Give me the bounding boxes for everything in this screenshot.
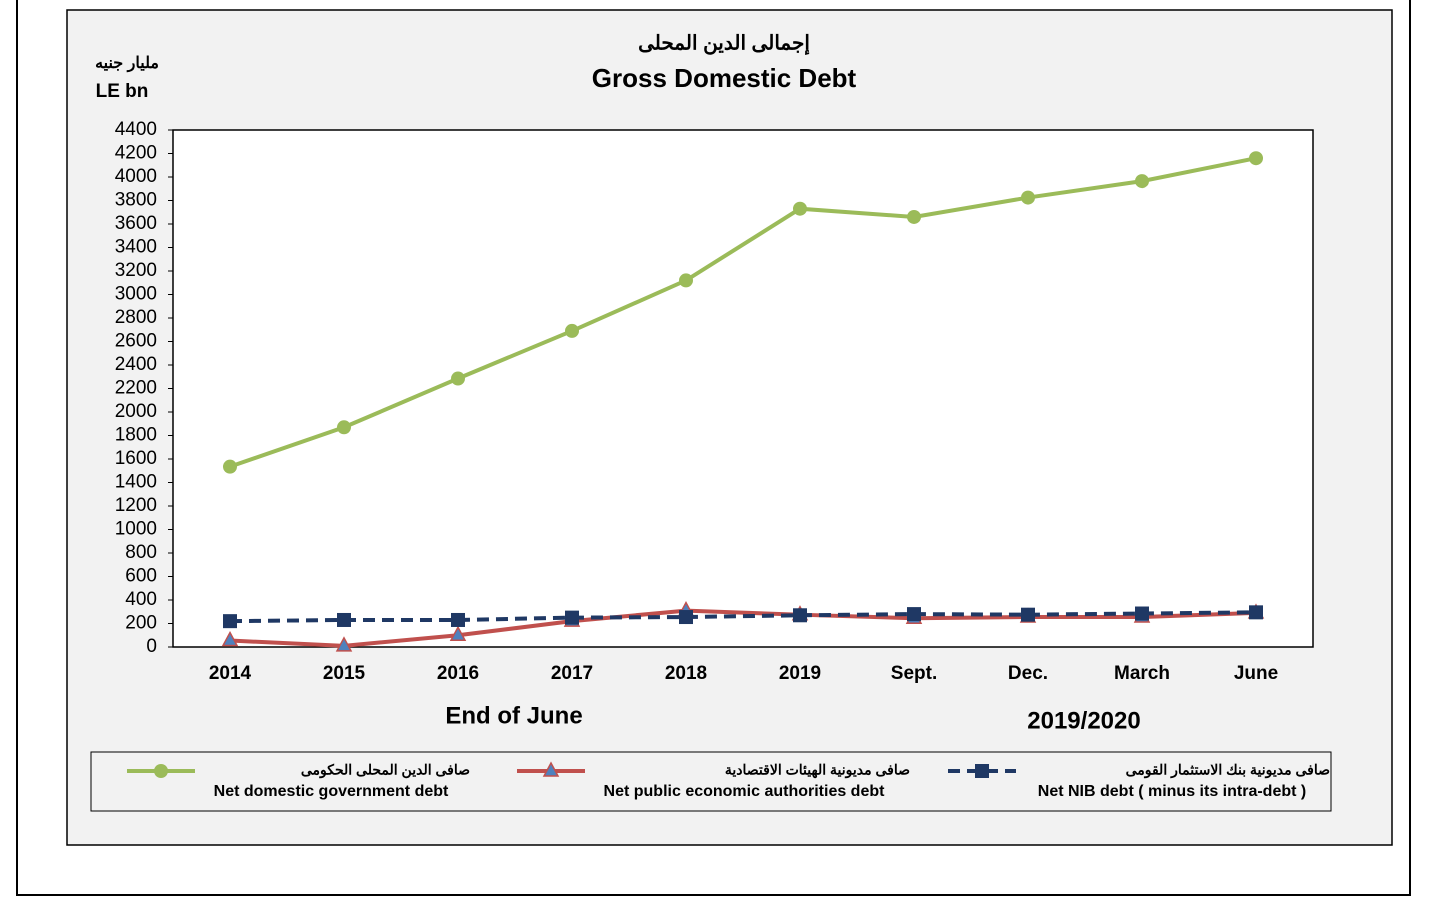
point [1249,605,1263,620]
plot-area [172,129,1314,648]
y-tick-label: 1000 [115,519,157,540]
legend-label: Net public economic authorities debt [604,783,886,800]
legend-label: صافى مديونية الهيئات الاقتصادية [725,762,910,779]
x-tick-label: Dec. [1008,663,1048,684]
x-tick-label: Sept. [891,663,937,684]
y-tick-label: 2000 [115,401,157,422]
point [907,607,921,622]
y-axis-label: LE bn [96,81,149,102]
x-tick-label: 2015 [323,663,366,684]
y-tick-label: 2600 [115,331,157,352]
y-tick-label: 3400 [115,237,157,258]
legend-label: Net NIB debt ( minus its intra-debt ) [1038,783,1306,800]
point [793,608,807,623]
y-tick-label: 1400 [115,472,157,493]
x-tick-label: March [1114,663,1170,684]
y-tick-label: 3600 [115,213,157,234]
y-tick-label: 1200 [115,495,157,516]
point [451,612,465,627]
point [451,371,465,386]
y-tick-label: 3800 [115,190,157,211]
point [542,761,560,777]
point [337,612,351,627]
series-line [229,610,1257,624]
y-tick-label: 4400 [115,119,157,140]
chart-title: إجمالى الدين المحلى [638,32,810,55]
point [679,273,693,288]
legend [90,751,1332,812]
x-tick-label: 2017 [551,663,593,684]
y-tick-label: 3000 [115,284,157,305]
y-tick-label: 4000 [115,166,157,187]
y-tick-label: 2800 [115,307,157,328]
point [679,610,693,625]
series-line [229,156,1257,469]
y-tick-label: 1800 [115,425,157,446]
legend-label: صافى مديونية بنك الاستثمار القومى [1126,762,1331,779]
point [1021,190,1035,205]
outer-frame [16,0,1411,896]
x-group-label: 2019/2020 [1027,707,1140,734]
y-tick-label: 0 [146,636,157,657]
y-tick-label: 2200 [115,378,157,399]
point [223,459,237,474]
legend-label: Net domestic government debt [214,783,449,800]
x-tick-label: 2016 [437,663,479,684]
chart-subtitle: Gross Domestic Debt [592,63,857,93]
point [793,201,807,216]
point [907,209,921,224]
point [1135,606,1149,621]
point [221,630,239,647]
y-tick-label: 1600 [115,448,157,469]
y-tick-label: 3200 [115,260,157,281]
x-tick-label: 2014 [209,663,252,684]
y-tick-label: 4200 [115,143,157,164]
x-tick-label: 2019 [779,663,821,684]
point [449,625,467,641]
y-tick-label: 600 [125,566,157,587]
point [565,323,579,338]
x-group-label: End of June [445,702,582,729]
point [335,636,353,652]
y-tick-label: 200 [125,613,157,634]
y-tick-label: 800 [125,542,157,563]
y-axis-label: مليار جنيه [95,55,159,73]
series-line [229,608,1257,648]
point [223,614,237,629]
y-tick-label: 400 [125,589,157,610]
x-tick-label: 2018 [665,663,707,684]
point [337,420,351,435]
y-tick-label: 2400 [115,354,157,375]
point [1021,607,1035,622]
point [975,764,989,778]
point [1249,151,1263,166]
point [565,610,579,625]
point [154,764,168,778]
x-tick-label: June [1234,663,1278,684]
legend-label: صافى الدين المحلى الحكومى [301,762,470,779]
point [1135,174,1149,189]
